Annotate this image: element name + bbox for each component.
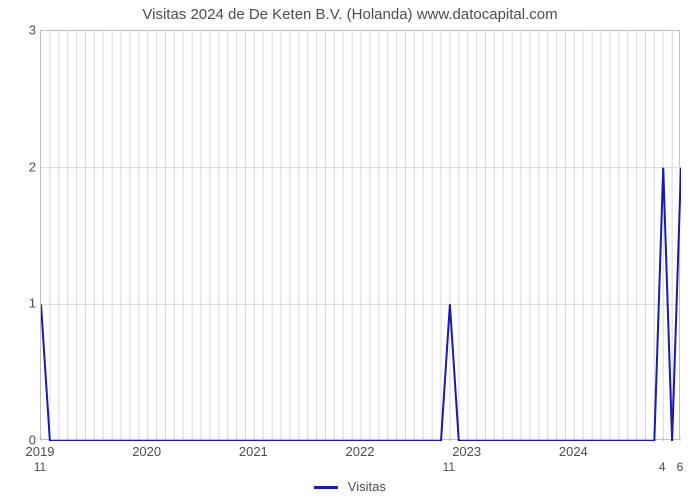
y-tick-label: 2 [6, 159, 36, 174]
data-annotation: 6 [677, 460, 684, 474]
y-tick-label: 1 [6, 296, 36, 311]
x-tick-label: 2022 [346, 444, 375, 459]
legend: Visitas [0, 479, 700, 494]
legend-label: Visitas [348, 479, 386, 494]
plot-area [40, 30, 680, 440]
data-annotation: 11 [34, 460, 46, 474]
legend-swatch [314, 486, 338, 489]
y-tick-label: 3 [6, 23, 36, 38]
visits-chart: Visitas 2024 de De Keten B.V. (Holanda) … [0, 0, 700, 500]
data-annotation: 4 [659, 460, 666, 474]
x-tick-label: 2021 [239, 444, 268, 459]
x-tick-label: 2024 [559, 444, 588, 459]
x-tick-label: 2019 [26, 444, 55, 459]
chart-title: Visitas 2024 de De Keten B.V. (Holanda) … [0, 6, 700, 23]
data-annotation: 11 [443, 460, 455, 474]
plot-svg [41, 31, 681, 441]
x-tick-label: 2020 [132, 444, 161, 459]
x-tick-label: 2023 [452, 444, 481, 459]
